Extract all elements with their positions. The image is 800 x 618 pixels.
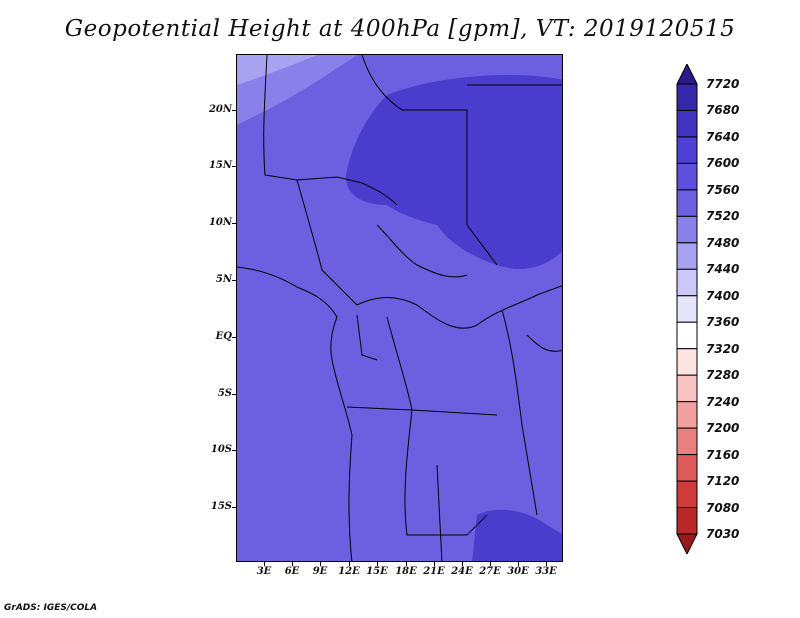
colorbar-swatch: [676, 321, 698, 350]
grads-credit: GrADS: IGES/COLA: [4, 603, 98, 613]
lon-label-18e: 18E: [395, 566, 417, 577]
lon-label-27e: 27E: [479, 566, 501, 577]
colorbar-swatch: [676, 268, 698, 297]
colorbar-swatch: [676, 427, 698, 456]
lon-tick: [462, 562, 463, 566]
colorbar-label: 7030: [706, 527, 740, 541]
lat-tick: [232, 166, 236, 167]
lat-tick: [232, 223, 236, 224]
colorbar-label: 7360: [706, 315, 740, 330]
lon-label-21e: 21E: [423, 566, 445, 577]
colorbar-swatch: [676, 83, 698, 111]
contour-7600-southeast: [472, 509, 562, 561]
colorbar-swatch: [676, 109, 698, 138]
colorbar-label: 7440: [706, 262, 740, 277]
colorbar-label: 7560: [706, 182, 740, 197]
lon-label-24e: 24E: [451, 566, 473, 577]
colorbar-label: 7320: [706, 341, 740, 356]
border-lines: [237, 55, 562, 561]
colorbar-label: 7480: [706, 235, 740, 250]
lon-tick: [377, 562, 378, 566]
lon-tick: [406, 562, 407, 566]
colorbar-bottom-arrow: [676, 533, 698, 554]
lat-label-eq: EQ: [215, 331, 232, 342]
colorbar-label: 7240: [706, 394, 740, 409]
colorbar-label: 7280: [706, 368, 740, 383]
lon-tick: [434, 562, 435, 566]
lon-label-15e: 15E: [366, 566, 388, 577]
lat-label-5s: 5S: [217, 388, 232, 399]
lon-label-3e: 3E: [256, 566, 272, 577]
colorbar-label: 7680: [706, 103, 740, 118]
colorbar-swatch: [676, 242, 698, 270]
colorbar-label: 7400: [706, 288, 740, 303]
lat-tick: [232, 280, 236, 281]
colorbar: [676, 64, 698, 554]
colorbar-swatch: [676, 454, 698, 482]
lon-label-12e: 12E: [338, 566, 360, 577]
lat-label-20n: 20N: [208, 104, 232, 115]
lat-label-15n: 15N: [208, 160, 232, 171]
lon-tick: [349, 562, 350, 566]
colorbar-swatch: [676, 374, 698, 403]
colorbar-swatch: [676, 215, 698, 244]
colorbar-swatch: [676, 401, 698, 429]
colorbar-label: 7720: [706, 77, 740, 91]
colorbar-label: 7160: [706, 447, 740, 462]
colorbar-swatch: [676, 295, 698, 323]
map-title: Geopotential Height at 400hPa [gpm], VT:…: [64, 16, 736, 42]
colorbar-swatch: [676, 348, 698, 376]
lat-tick: [232, 394, 236, 395]
lon-label-33e: 33E: [535, 566, 557, 577]
lat-label-10n: 10N: [208, 217, 232, 228]
lon-tick: [292, 562, 293, 566]
colorbar-swatch: [676, 507, 698, 535]
colorbar-label: 7200: [706, 421, 740, 436]
colorbar-label: 7520: [706, 209, 740, 224]
colorbar-swatch: [676, 162, 698, 191]
contour-7600-north: [346, 75, 562, 269]
lat-label-5n: 5N: [215, 274, 232, 285]
lon-tick: [518, 562, 519, 566]
colorbar-label: 7080: [706, 500, 740, 515]
colorbar-swatch: [676, 480, 698, 509]
colorbar-swatch: [676, 189, 698, 217]
map-panel: [236, 54, 563, 562]
lat-tick: [232, 337, 236, 338]
lat-tick: [232, 110, 236, 111]
height-field: [237, 55, 562, 561]
colorbar-label: 7600: [706, 156, 740, 171]
colorbar-top-arrow: [676, 64, 698, 85]
lon-tick: [320, 562, 321, 566]
lon-tick: [546, 562, 547, 566]
lat-label-10s: 10S: [210, 444, 232, 455]
lon-label-6e: 6E: [284, 566, 300, 577]
colorbar-label: 7120: [706, 474, 740, 489]
lon-tick: [264, 562, 265, 566]
lon-label-30e: 30E: [507, 566, 529, 577]
colorbar-label: 7640: [706, 129, 740, 144]
lat-tick: [232, 450, 236, 451]
colorbar-swatch: [676, 136, 698, 164]
lon-tick: [490, 562, 491, 566]
contour-7520-nw: [237, 55, 317, 85]
lat-tick: [232, 507, 236, 508]
lat-label-15s: 15S: [210, 501, 232, 512]
lon-label-9e: 9E: [312, 566, 328, 577]
